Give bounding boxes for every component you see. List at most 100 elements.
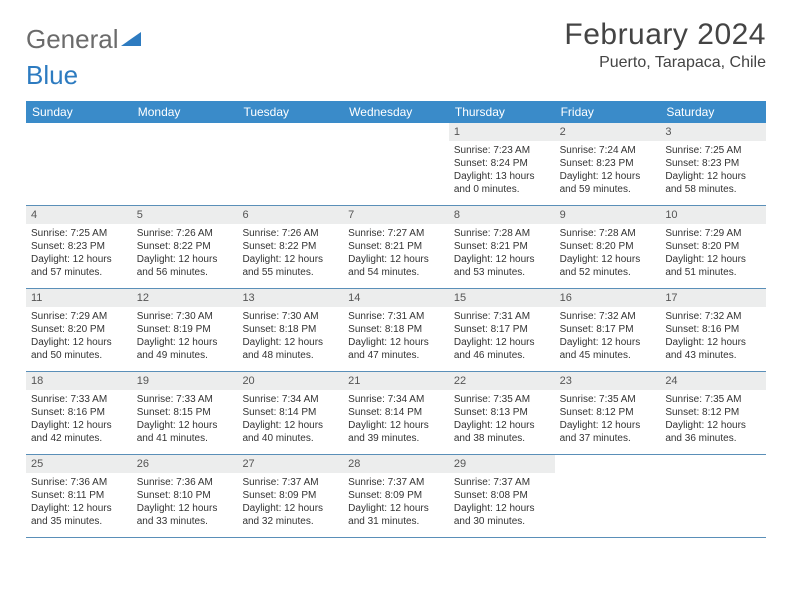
day-line: Sunset: 8:13 PM xyxy=(454,406,550,419)
day-line: and 54 minutes. xyxy=(348,266,444,279)
day-line: Sunset: 8:08 PM xyxy=(454,489,550,502)
calendar-cell: 1Sunrise: 7:23 AMSunset: 8:24 PMDaylight… xyxy=(449,123,555,205)
day-number xyxy=(343,123,449,141)
day-line: Sunset: 8:16 PM xyxy=(31,406,127,419)
day-line: Sunset: 8:09 PM xyxy=(242,489,338,502)
day-line: Daylight: 12 hours xyxy=(31,336,127,349)
day-line: and 52 minutes. xyxy=(560,266,656,279)
day-line: Daylight: 12 hours xyxy=(665,336,761,349)
calendar-cell: 29Sunrise: 7:37 AMSunset: 8:08 PMDayligh… xyxy=(449,455,555,537)
day-line: Sunrise: 7:31 AM xyxy=(348,310,444,323)
calendar-row: 11Sunrise: 7:29 AMSunset: 8:20 PMDayligh… xyxy=(26,289,766,372)
calendar-cell xyxy=(660,455,766,537)
day-line: Sunrise: 7:30 AM xyxy=(137,310,233,323)
day-line: Sunset: 8:20 PM xyxy=(31,323,127,336)
day-line: and 43 minutes. xyxy=(665,349,761,362)
day-number xyxy=(555,455,661,473)
day-data: Sunrise: 7:26 AMSunset: 8:22 PMDaylight:… xyxy=(132,224,238,284)
day-line: and 47 minutes. xyxy=(348,349,444,362)
day-line: Sunset: 8:12 PM xyxy=(560,406,656,419)
col-thursday: Thursday xyxy=(449,101,555,123)
day-line: Daylight: 12 hours xyxy=(31,419,127,432)
day-line: and 36 minutes. xyxy=(665,432,761,445)
day-line: Sunset: 8:16 PM xyxy=(665,323,761,336)
day-data: Sunrise: 7:37 AMSunset: 8:09 PMDaylight:… xyxy=(237,473,343,533)
day-line: Daylight: 12 hours xyxy=(137,253,233,266)
day-line: Sunset: 8:12 PM xyxy=(665,406,761,419)
day-line: Sunset: 8:23 PM xyxy=(665,157,761,170)
day-number: 6 xyxy=(237,206,343,224)
day-line: Daylight: 12 hours xyxy=(242,419,338,432)
day-line: Daylight: 12 hours xyxy=(665,170,761,183)
day-line: Sunrise: 7:36 AM xyxy=(137,476,233,489)
day-data: Sunrise: 7:24 AMSunset: 8:23 PMDaylight:… xyxy=(555,141,661,201)
day-line: Sunrise: 7:34 AM xyxy=(242,393,338,406)
location: Puerto, Tarapaca, Chile xyxy=(564,54,766,72)
day-number: 4 xyxy=(26,206,132,224)
day-number: 24 xyxy=(660,372,766,390)
day-line: Sunset: 8:17 PM xyxy=(560,323,656,336)
calendar-cell: 26Sunrise: 7:36 AMSunset: 8:10 PMDayligh… xyxy=(132,455,238,537)
day-line: Sunset: 8:09 PM xyxy=(348,489,444,502)
calendar-cell: 2Sunrise: 7:24 AMSunset: 8:23 PMDaylight… xyxy=(555,123,661,205)
calendar-row: 4Sunrise: 7:25 AMSunset: 8:23 PMDaylight… xyxy=(26,206,766,289)
day-data: Sunrise: 7:29 AMSunset: 8:20 PMDaylight:… xyxy=(660,224,766,284)
day-data: Sunrise: 7:34 AMSunset: 8:14 PMDaylight:… xyxy=(237,390,343,450)
calendar-cell: 15Sunrise: 7:31 AMSunset: 8:17 PMDayligh… xyxy=(449,289,555,371)
calendar-cell: 16Sunrise: 7:32 AMSunset: 8:17 PMDayligh… xyxy=(555,289,661,371)
day-data: Sunrise: 7:25 AMSunset: 8:23 PMDaylight:… xyxy=(26,224,132,284)
day-line: and 58 minutes. xyxy=(665,183,761,196)
day-line: and 55 minutes. xyxy=(242,266,338,279)
day-number: 29 xyxy=(449,455,555,473)
day-line: and 30 minutes. xyxy=(454,515,550,528)
day-data: Sunrise: 7:32 AMSunset: 8:17 PMDaylight:… xyxy=(555,307,661,367)
day-number: 28 xyxy=(343,455,449,473)
day-line: Sunrise: 7:25 AM xyxy=(665,144,761,157)
day-line: and 46 minutes. xyxy=(454,349,550,362)
day-line: and 37 minutes. xyxy=(560,432,656,445)
calendar-cell: 25Sunrise: 7:36 AMSunset: 8:11 PMDayligh… xyxy=(26,455,132,537)
day-number: 1 xyxy=(449,123,555,141)
day-line: and 50 minutes. xyxy=(31,349,127,362)
day-data xyxy=(555,473,661,481)
calendar: Sunday Monday Tuesday Wednesday Thursday… xyxy=(26,101,766,538)
day-line: and 49 minutes. xyxy=(137,349,233,362)
calendar-cell xyxy=(343,123,449,205)
day-number: 11 xyxy=(26,289,132,307)
day-line: Daylight: 12 hours xyxy=(665,419,761,432)
col-sunday: Sunday xyxy=(26,101,132,123)
day-line: Sunrise: 7:32 AM xyxy=(665,310,761,323)
day-line: and 41 minutes. xyxy=(137,432,233,445)
calendar-cell: 12Sunrise: 7:30 AMSunset: 8:19 PMDayligh… xyxy=(132,289,238,371)
day-line: and 48 minutes. xyxy=(242,349,338,362)
day-number: 10 xyxy=(660,206,766,224)
calendar-cell: 27Sunrise: 7:37 AMSunset: 8:09 PMDayligh… xyxy=(237,455,343,537)
day-number: 16 xyxy=(555,289,661,307)
day-data xyxy=(132,141,238,149)
day-data xyxy=(26,141,132,149)
calendar-cell: 13Sunrise: 7:30 AMSunset: 8:18 PMDayligh… xyxy=(237,289,343,371)
day-data: Sunrise: 7:33 AMSunset: 8:15 PMDaylight:… xyxy=(132,390,238,450)
day-line: and 38 minutes. xyxy=(454,432,550,445)
calendar-cell xyxy=(555,455,661,537)
day-number: 8 xyxy=(449,206,555,224)
day-line: Daylight: 12 hours xyxy=(454,336,550,349)
day-line: Sunrise: 7:28 AM xyxy=(454,227,550,240)
calendar-body: 1Sunrise: 7:23 AMSunset: 8:24 PMDaylight… xyxy=(26,123,766,538)
day-line: and 35 minutes. xyxy=(31,515,127,528)
day-number xyxy=(660,455,766,473)
day-line: and 56 minutes. xyxy=(137,266,233,279)
day-line: Sunset: 8:14 PM xyxy=(348,406,444,419)
day-line: Sunrise: 7:31 AM xyxy=(454,310,550,323)
calendar-cell: 18Sunrise: 7:33 AMSunset: 8:16 PMDayligh… xyxy=(26,372,132,454)
day-number: 26 xyxy=(132,455,238,473)
day-line: Daylight: 12 hours xyxy=(560,419,656,432)
calendar-cell: 23Sunrise: 7:35 AMSunset: 8:12 PMDayligh… xyxy=(555,372,661,454)
logo-text-2: Blue xyxy=(26,60,78,91)
day-data: Sunrise: 7:35 AMSunset: 8:12 PMDaylight:… xyxy=(660,390,766,450)
day-line: Sunrise: 7:37 AM xyxy=(242,476,338,489)
calendar-row: 18Sunrise: 7:33 AMSunset: 8:16 PMDayligh… xyxy=(26,372,766,455)
calendar-cell: 28Sunrise: 7:37 AMSunset: 8:09 PMDayligh… xyxy=(343,455,449,537)
calendar-cell: 5Sunrise: 7:26 AMSunset: 8:22 PMDaylight… xyxy=(132,206,238,288)
calendar-cell xyxy=(26,123,132,205)
